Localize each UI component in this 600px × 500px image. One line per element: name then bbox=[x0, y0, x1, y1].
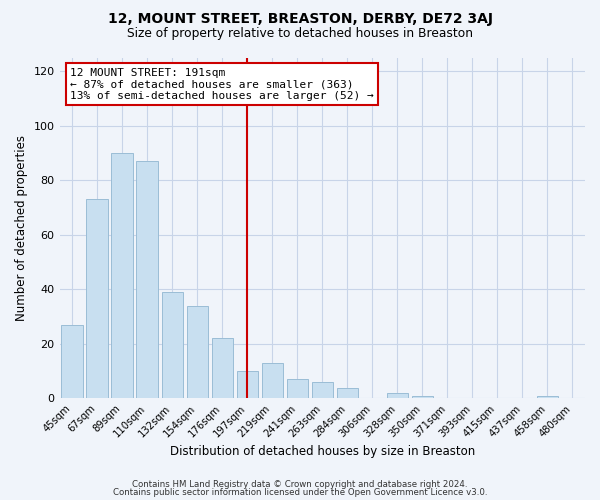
Bar bbox=[311, 382, 333, 398]
Bar bbox=[136, 161, 158, 398]
Bar bbox=[537, 396, 558, 398]
Text: 12, MOUNT STREET, BREASTON, DERBY, DE72 3AJ: 12, MOUNT STREET, BREASTON, DERBY, DE72 … bbox=[107, 12, 493, 26]
Text: Contains HM Land Registry data © Crown copyright and database right 2024.: Contains HM Land Registry data © Crown c… bbox=[132, 480, 468, 489]
Bar bbox=[161, 292, 183, 399]
Y-axis label: Number of detached properties: Number of detached properties bbox=[15, 135, 28, 321]
Bar bbox=[262, 363, 283, 398]
Bar bbox=[412, 396, 433, 398]
Text: 12 MOUNT STREET: 191sqm
← 87% of detached houses are smaller (363)
13% of semi-d: 12 MOUNT STREET: 191sqm ← 87% of detache… bbox=[70, 68, 374, 101]
Text: Size of property relative to detached houses in Breaston: Size of property relative to detached ho… bbox=[127, 28, 473, 40]
Bar bbox=[187, 306, 208, 398]
Bar bbox=[287, 380, 308, 398]
Bar bbox=[212, 338, 233, 398]
Bar bbox=[337, 388, 358, 398]
Text: Contains public sector information licensed under the Open Government Licence v3: Contains public sector information licen… bbox=[113, 488, 487, 497]
Bar bbox=[86, 200, 108, 398]
Bar bbox=[387, 393, 408, 398]
Bar bbox=[236, 371, 258, 398]
X-axis label: Distribution of detached houses by size in Breaston: Distribution of detached houses by size … bbox=[170, 444, 475, 458]
Bar bbox=[61, 325, 83, 398]
Bar bbox=[112, 153, 133, 398]
